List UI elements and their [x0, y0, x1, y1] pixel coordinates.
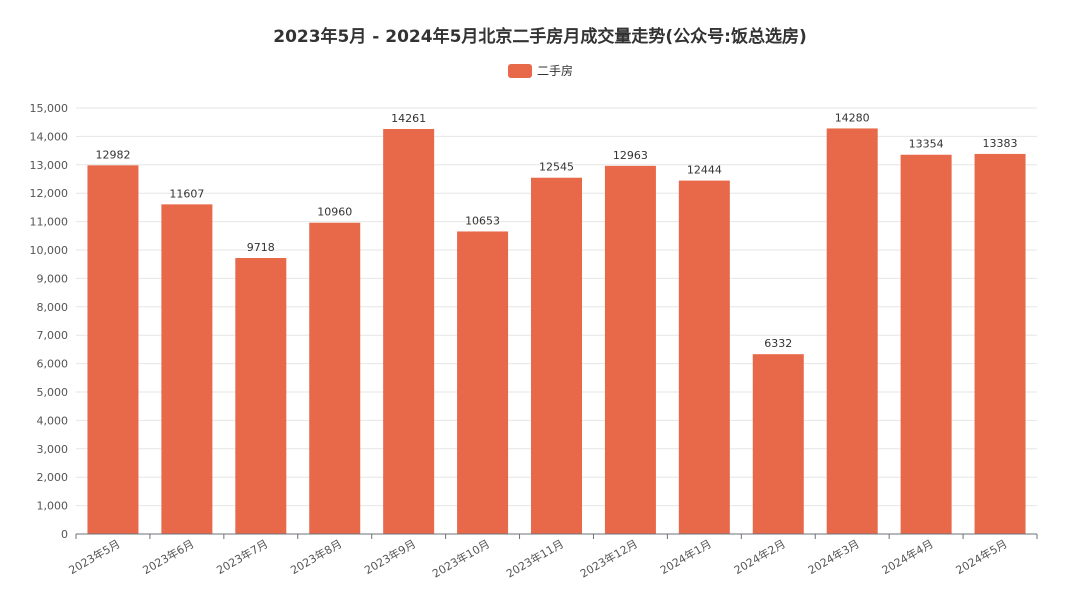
- y-tick-label: 0: [61, 528, 68, 541]
- y-tick-label: 14,000: [30, 130, 69, 143]
- data-label: 13354: [909, 138, 944, 151]
- data-label: 13383: [983, 137, 1018, 150]
- data-label: 10653: [465, 214, 500, 227]
- data-label: 12963: [613, 149, 648, 162]
- x-tick-label: 2024年3月: [805, 536, 861, 577]
- x-tick-label: 2024年2月: [731, 536, 787, 577]
- y-tick-label: 1,000: [37, 500, 69, 513]
- data-labels: 12982 11607 9718 10960 14261 10653 12545 12963 1…: [95, 111, 1017, 350]
- y-tick-label: 4,000: [37, 414, 69, 427]
- x-tick-label: 2024年5月: [953, 536, 1009, 577]
- y-tick-label: 10,000: [30, 244, 69, 257]
- data-label: 11607: [169, 187, 204, 200]
- y-tick-label: 12,000: [30, 187, 69, 200]
- legend[interactable]: 二手房: [508, 63, 573, 78]
- y-tick-label: 8,000: [37, 301, 69, 314]
- y-tick-label: 13,000: [30, 159, 69, 172]
- legend-swatch: [508, 64, 532, 78]
- x-tick-label: 2024年1月: [657, 536, 713, 577]
- x-tick-label: 2023年11月: [504, 536, 566, 580]
- y-tick-label: 6,000: [37, 358, 69, 371]
- bar[interactable]: [530, 177, 583, 535]
- y-tick-label: 2,000: [37, 471, 69, 484]
- bar[interactable]: [678, 180, 730, 534]
- x-tick-label: 2023年9月: [362, 536, 418, 577]
- x-tick-label: 2023年6月: [140, 536, 196, 577]
- x-tick-label: 2023年8月: [288, 536, 344, 577]
- bar[interactable]: [752, 354, 804, 534]
- data-label: 12982: [95, 148, 130, 161]
- data-label: 14280: [835, 111, 870, 124]
- x-tick-label: 2023年7月: [214, 536, 270, 577]
- y-tick-label: 11,000: [30, 216, 69, 229]
- data-label: 9718: [247, 241, 275, 254]
- x-tick-label: 2023年10月: [430, 536, 492, 580]
- chart-title: 2023年5月 - 2024年5月北京二手房月成交量走势(公众号:饭总选房): [273, 26, 807, 47]
- bar[interactable]: [383, 128, 435, 534]
- y-tick-label: 15,000: [30, 102, 69, 115]
- bar[interactable]: [974, 153, 1026, 535]
- bar[interactable]: [457, 231, 509, 534]
- y-axis-labels: 0 1,000 2,000 3,000 4,000 5,000 6,000 7,000 8,00…: [30, 102, 69, 541]
- data-label: 12545: [539, 161, 574, 174]
- x-tick-label: 2024年4月: [879, 536, 935, 577]
- y-tick-label: 9,000: [37, 272, 69, 285]
- data-label: 14261: [391, 112, 426, 125]
- y-tick-label: 7,000: [37, 329, 69, 342]
- legend-label-ershoufang: 二手房: [537, 63, 573, 78]
- bar[interactable]: [87, 165, 139, 534]
- data-label: 10960: [317, 206, 352, 219]
- bar[interactable]: [900, 154, 952, 534]
- bar[interactable]: [235, 258, 287, 534]
- y-tick-label: 3,000: [37, 443, 69, 456]
- data-label: 6332: [764, 337, 792, 350]
- x-tick-label: 2023年12月: [577, 536, 639, 580]
- y-tick-label: 5,000: [37, 386, 69, 399]
- x-tick-label: 2023年5月: [66, 536, 122, 577]
- bar[interactable]: [161, 204, 213, 534]
- bar[interactable]: [309, 222, 361, 534]
- x-axis: 2023年5月 2023年6月 2023年7月 2023年8月 2023年9月 2023年…: [66, 533, 1038, 581]
- bars: [87, 128, 1026, 535]
- bar[interactable]: [604, 165, 656, 534]
- bar[interactable]: [826, 128, 878, 534]
- data-label: 12444: [687, 164, 722, 177]
